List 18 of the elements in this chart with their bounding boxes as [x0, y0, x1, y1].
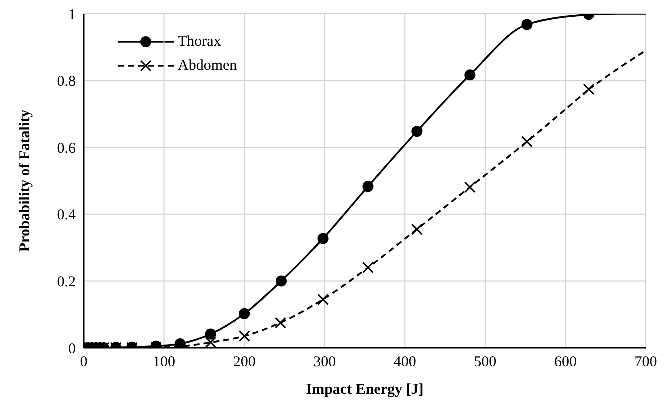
x-axis-title: Impact Energy [J]: [306, 382, 424, 398]
y-tick-label: 0.6: [57, 140, 76, 157]
x-tick-label: 0: [80, 354, 88, 371]
y-tick-label: 0.4: [57, 208, 76, 224]
x-tick-label: 200: [233, 354, 256, 371]
y-tick-label: 1: [68, 7, 76, 24]
y-tick-label: 0.8: [57, 74, 76, 90]
x-tick-label: 600: [554, 354, 577, 371]
legend-label: Abdomen: [178, 58, 238, 74]
x-tick-label: 100: [153, 354, 176, 371]
legend-label: Thorax: [178, 34, 222, 50]
y-tick-label: 0.2: [57, 274, 76, 291]
y-axis-title: Probability of Fatality: [17, 109, 34, 252]
x-tick-label: 700: [634, 354, 658, 371]
x-tick-label: 300: [314, 354, 336, 371]
x-tick-label: 500: [474, 354, 497, 371]
x-tick-label: 400: [394, 354, 416, 371]
y-tick-label: 0: [68, 341, 76, 358]
